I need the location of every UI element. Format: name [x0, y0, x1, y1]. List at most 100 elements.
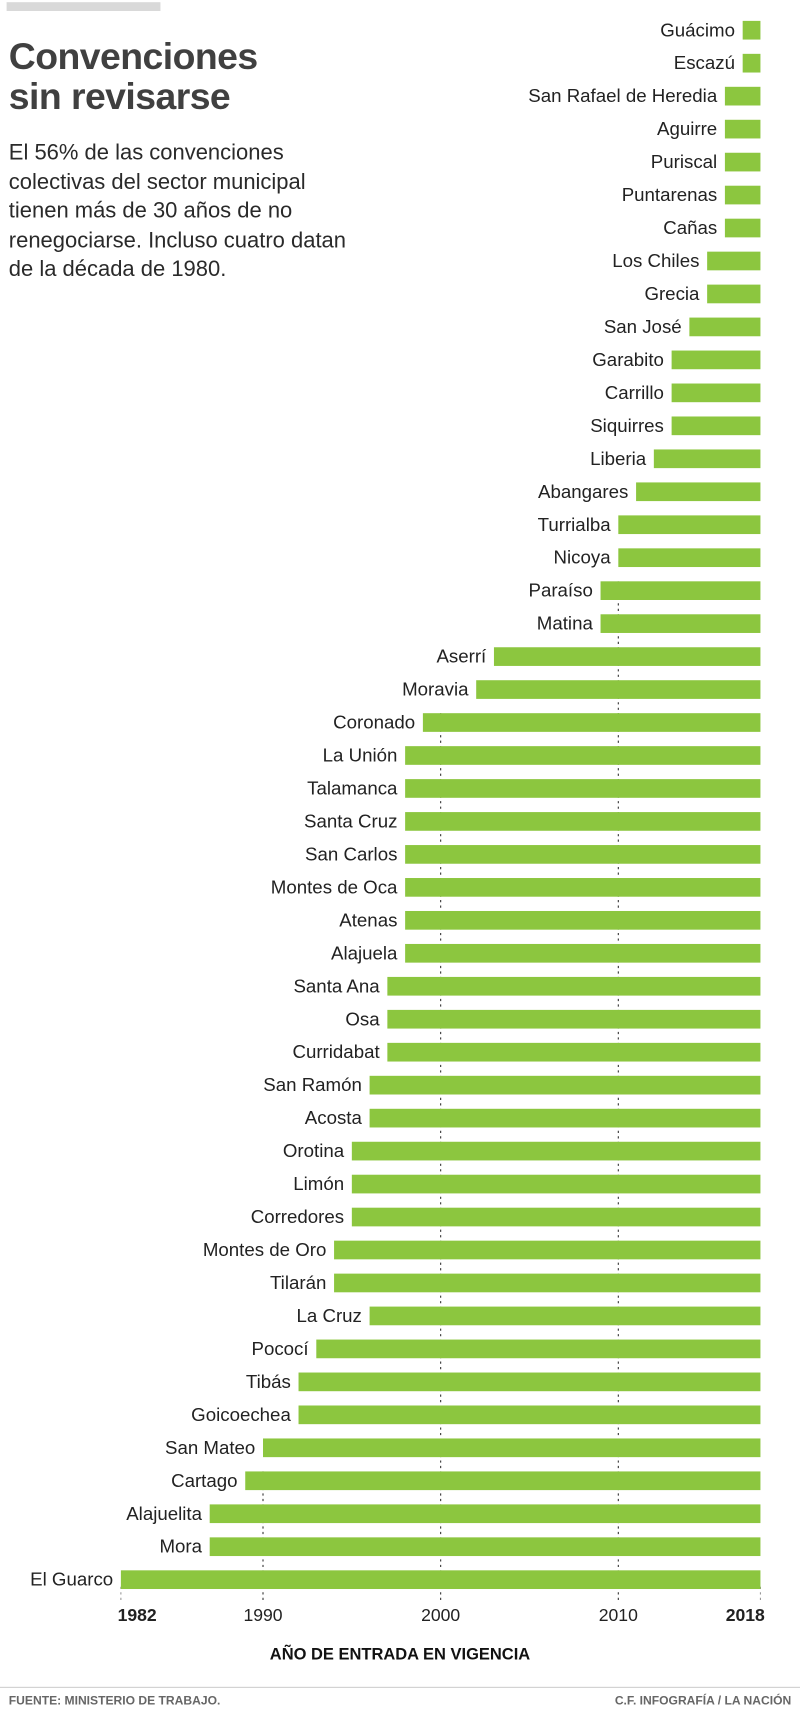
bar-31	[387, 1042, 761, 1062]
bar-45	[209, 1504, 761, 1524]
bar-label: Nicoya	[554, 547, 612, 568]
bar-label: Moravia	[402, 679, 469, 700]
bar-21	[422, 713, 761, 732]
bar-label: Grecia	[644, 283, 700, 304]
x-tick-label: 1982	[118, 1605, 157, 1625]
source-note: FUENTE: MINISTERIO DE TRABAJO.	[8, 1694, 221, 1708]
bar-label: Escazú	[674, 52, 735, 73]
description: El 56% de las convenciones colectivas de…	[8, 140, 346, 282]
title-line-1: Convenciones	[8, 36, 258, 79]
bar-label: El Guarco	[30, 1569, 113, 1590]
bar-47	[120, 1570, 761, 1590]
bar-label: Alajuelita	[126, 1503, 202, 1524]
bar-42	[298, 1405, 761, 1425]
bar-25	[405, 845, 761, 864]
bar-label: San Mateo	[165, 1437, 255, 1458]
bar-34	[351, 1141, 761, 1161]
bar-label: Tilarán	[270, 1272, 326, 1293]
bar-30	[387, 1009, 761, 1029]
title-line-2: sin revisarse	[8, 75, 231, 118]
bar-label: Pococí	[252, 1338, 310, 1359]
bar-39	[369, 1306, 761, 1326]
bar-chart: Guácimo Escazú San Rafael de Heredia Aguirr…	[30, 19, 765, 1625]
bar-label: Talamanca	[307, 778, 398, 799]
bar-label: Carrillo	[605, 382, 664, 403]
bar-label: Montes de Oca	[271, 876, 398, 897]
credit-note: C.F. INFOGRAFÍA / LA NACIÓN	[614, 1694, 792, 1708]
bar-8	[707, 284, 761, 304]
bar-10	[671, 350, 761, 370]
page-title: Convenciones sin revisarse	[9, 37, 258, 116]
bar-2	[724, 86, 761, 106]
bar-label: Paraíso	[528, 580, 592, 601]
bar-35	[351, 1174, 761, 1194]
bar-1	[742, 53, 761, 73]
bar-label: La Cruz	[297, 1305, 362, 1326]
bar-17	[600, 581, 761, 600]
bar-label: Guácimo	[660, 19, 735, 40]
bar-label: Cañas	[663, 217, 717, 238]
bar-label: Limón	[293, 1173, 344, 1194]
x-tick-label: 2018	[726, 1605, 765, 1625]
bar-label: Turrialba	[538, 514, 612, 535]
bar-label: Alajuela	[331, 942, 398, 963]
bar-36	[351, 1207, 761, 1227]
bar-29	[387, 976, 761, 996]
bar-44	[245, 1471, 761, 1491]
bar-label: Mora	[159, 1536, 202, 1557]
bar-4	[724, 152, 761, 172]
bar-label: Goicoechea	[191, 1404, 291, 1425]
bar-12	[671, 416, 761, 436]
bar-6	[724, 218, 761, 238]
bar-label: Abangares	[538, 481, 628, 502]
bar-label: Puriscal	[651, 151, 717, 172]
bar-9	[689, 317, 761, 337]
bar-37	[334, 1240, 761, 1260]
bar-label: San Carlos	[305, 843, 397, 864]
bar-label: Tibás	[246, 1371, 291, 1392]
top-accent-bar	[6, 2, 161, 11]
bar-7	[707, 251, 761, 271]
bar-11	[671, 383, 761, 403]
bar-label: Montes de Oro	[203, 1239, 327, 1260]
bar-label: Liberia	[590, 448, 647, 469]
bar-5	[724, 185, 761, 205]
x-tick-label: 1990	[243, 1605, 282, 1625]
bar-label: Coronado	[333, 712, 415, 733]
bar-19	[493, 647, 761, 666]
bar-41	[298, 1372, 761, 1392]
footer-divider	[0, 1686, 800, 1688]
bar-label: Curridabat	[292, 1041, 380, 1062]
bar-label: Aserrí	[436, 646, 487, 667]
bar-label: Los Chiles	[612, 250, 699, 271]
bar-0	[742, 20, 761, 40]
bar-label: Orotina	[283, 1140, 345, 1161]
bar-label: Acosta	[305, 1107, 363, 1128]
bar-43	[263, 1438, 761, 1458]
bar-label: San Ramón	[263, 1074, 362, 1095]
bar-3	[724, 119, 761, 139]
bar-label: San José	[604, 316, 682, 337]
bar-28	[405, 943, 761, 963]
bar-label: Garabito	[592, 349, 664, 370]
bar-26	[405, 878, 761, 897]
bar-27	[405, 910, 761, 930]
bar-14	[636, 482, 761, 502]
bar-46	[209, 1537, 761, 1557]
bar-label: Aguirre	[657, 118, 717, 139]
bar-23	[405, 779, 761, 798]
bar-40	[316, 1339, 761, 1359]
bar-38	[334, 1273, 761, 1293]
x-tick-label: 2010	[599, 1605, 638, 1625]
bar-label: Atenas	[339, 909, 397, 930]
bar-33	[369, 1108, 761, 1128]
bar-22	[405, 746, 761, 765]
bar-20	[476, 680, 761, 699]
bar-label: Corredores	[251, 1206, 344, 1227]
bar-16	[618, 548, 761, 568]
bar-18	[600, 614, 761, 633]
bar-label: Osa	[345, 1008, 380, 1029]
bar-label: Siquirres	[590, 415, 664, 436]
bar-label: Cartago	[171, 1470, 237, 1491]
